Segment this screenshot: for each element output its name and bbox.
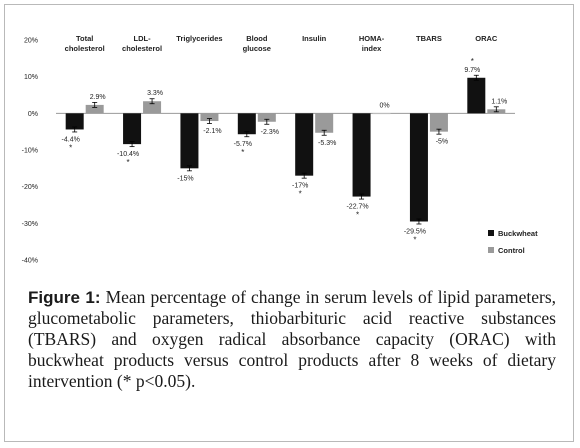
y-tick-label: 20% — [24, 38, 38, 45]
bar-buckwheat — [237, 113, 256, 135]
category-label: index — [362, 44, 382, 53]
figure-caption: Figure 1: Mean percentage of change in s… — [28, 287, 556, 392]
category-label: Triglycerides — [176, 34, 222, 43]
data-label: -10.4% — [117, 151, 139, 158]
bar-control — [85, 104, 104, 114]
category-label: cholesterol — [65, 44, 105, 53]
data-label: -22.7% — [346, 204, 368, 211]
data-label: -2.1% — [203, 128, 221, 135]
y-tick-label: 0% — [28, 111, 38, 118]
legend-swatch-buckwheat — [488, 230, 494, 236]
bar-buckwheat — [295, 113, 314, 176]
significance-marker: * — [471, 57, 474, 66]
bar-control — [429, 113, 448, 132]
category-label: cholesterol — [122, 44, 162, 53]
bar-control — [143, 101, 162, 114]
data-label: 9.7% — [464, 67, 480, 74]
y-tick-label: -10% — [22, 148, 38, 155]
significance-marker: * — [299, 190, 302, 199]
significance-marker: * — [241, 148, 244, 157]
category-label: HOMA- — [359, 34, 385, 43]
caption-label: Figure 1: — [28, 288, 101, 307]
data-label: -5% — [436, 139, 448, 146]
y-tick-label: -30% — [22, 221, 38, 228]
bar-control — [257, 113, 276, 122]
bar-control — [200, 113, 219, 122]
significance-marker: * — [69, 143, 72, 152]
y-tick-label: -40% — [22, 258, 38, 265]
significance-marker: * — [413, 236, 416, 245]
y-tick-label: 10% — [24, 74, 38, 81]
legend-swatch-control — [488, 247, 494, 253]
data-label: -17% — [292, 183, 308, 190]
data-label: -5.3% — [318, 140, 336, 147]
category-label: TBARS — [416, 34, 442, 43]
legend-label-buckwheat: Buckwheat — [498, 229, 538, 238]
bar-buckwheat — [180, 113, 199, 169]
legend-label-control: Control — [498, 246, 525, 255]
bar-buckwheat — [467, 77, 486, 114]
category-label: ORAC — [475, 34, 498, 43]
bar-buckwheat — [65, 113, 84, 130]
significance-marker: * — [127, 158, 130, 167]
data-label: -2.3% — [261, 129, 279, 136]
data-label: 2.9% — [90, 94, 106, 101]
caption-text: Mean percentage of change in serum level… — [28, 287, 557, 391]
data-label: 0% — [380, 102, 390, 109]
category-label: Total — [76, 34, 93, 43]
y-tick-label: -20% — [22, 184, 38, 191]
data-label: 3.3% — [147, 90, 163, 97]
bar-control — [315, 113, 334, 133]
category-label: LDL- — [134, 34, 152, 43]
category-label: Insulin — [302, 34, 327, 43]
data-label: -15% — [177, 175, 193, 182]
data-label: -4.4% — [62, 136, 80, 143]
data-label: -5.7% — [234, 141, 252, 148]
category-label: glucose — [243, 44, 271, 53]
bar-buckwheat — [123, 113, 142, 145]
bar-chart: 20%10%0%-10%-20%-30%-40%Totalcholesterol… — [22, 34, 538, 265]
bar-control — [372, 113, 391, 115]
bar-buckwheat — [352, 113, 371, 197]
data-label: 1.1% — [491, 98, 507, 105]
category-label: Blood — [246, 34, 268, 43]
significance-marker: * — [356, 211, 359, 220]
figure-frame — [4, 4, 574, 442]
bar-buckwheat — [409, 113, 428, 222]
data-label: -29.5% — [404, 229, 426, 236]
